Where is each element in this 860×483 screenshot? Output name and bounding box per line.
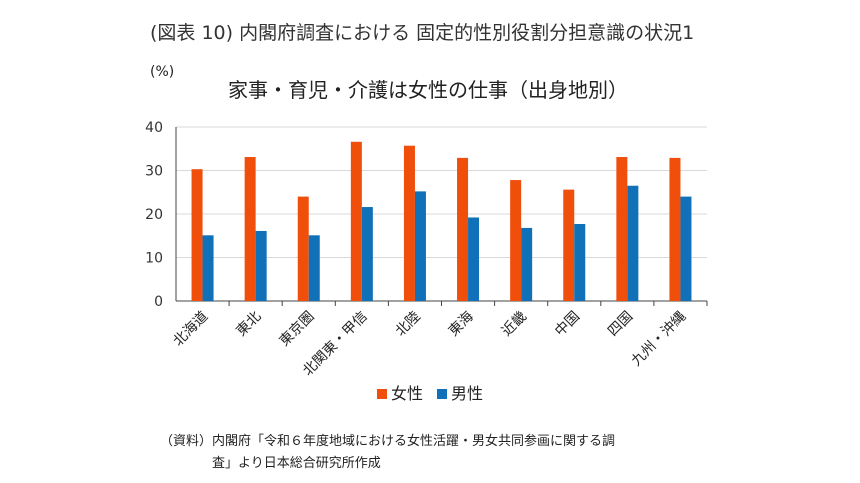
y-tick-label: 40 bbox=[145, 120, 163, 136]
bar-female bbox=[563, 189, 575, 301]
x-tick-label: 北陸 bbox=[393, 309, 424, 340]
legend-swatch-male bbox=[437, 389, 448, 399]
legend-item-female: 女性 bbox=[377, 380, 423, 404]
bar-male bbox=[521, 227, 533, 301]
x-tick-label: 北海道 bbox=[170, 309, 211, 350]
bar-female bbox=[350, 141, 362, 301]
legend-item-male: 男性 bbox=[437, 380, 483, 404]
bar-male bbox=[308, 235, 320, 301]
bar-male bbox=[202, 235, 214, 301]
bar-female bbox=[244, 157, 256, 301]
bar-female bbox=[457, 157, 469, 301]
y-axis-unit: (%) bbox=[150, 64, 175, 80]
chart-title: 家事・育児・介護は女性の仕事（出身地別） bbox=[228, 78, 628, 102]
y-tick-label: 10 bbox=[145, 251, 163, 267]
bar-male bbox=[414, 191, 426, 301]
x-tick-label: 近畿 bbox=[499, 309, 530, 340]
bar-male bbox=[361, 207, 373, 301]
y-tick-label: 30 bbox=[145, 164, 163, 180]
bar-male bbox=[574, 224, 586, 301]
x-tick-label: 東海 bbox=[446, 309, 477, 340]
bar-male bbox=[627, 185, 639, 301]
figure-title: (図表 10) 内閣府調査における 固定的性別役割分担意識の状況1 bbox=[150, 22, 695, 44]
bar-female bbox=[669, 157, 681, 301]
bar-male bbox=[255, 230, 267, 301]
source-note-line1: （資料）内閣府「令和６年度地域における女性活躍・男女共同参画に関する調 bbox=[160, 434, 616, 449]
bar-female bbox=[297, 196, 309, 301]
x-tick-label: 中国 bbox=[552, 309, 583, 340]
x-tick-label: 四国 bbox=[605, 309, 636, 340]
legend-label-female: 女性 bbox=[391, 384, 424, 403]
y-tick-label: 0 bbox=[154, 294, 163, 310]
bar-female bbox=[510, 180, 522, 301]
legend-label-male: 男性 bbox=[451, 384, 484, 403]
legend-swatch-female bbox=[377, 389, 387, 399]
x-tick-label: 九州・沖縄 bbox=[628, 309, 689, 370]
bar-female bbox=[191, 169, 203, 301]
y-tick-label: 20 bbox=[145, 207, 163, 223]
x-tick-label: 東京圏 bbox=[277, 309, 318, 350]
bar-male bbox=[468, 217, 480, 301]
x-tick-label: 東北 bbox=[233, 309, 264, 340]
source-note-line2: 査」より日本総合研究所作成 bbox=[212, 456, 381, 471]
bar-female bbox=[616, 157, 628, 301]
legend: 女性 男性 bbox=[377, 380, 483, 404]
bar-male bbox=[680, 196, 692, 301]
bar-female bbox=[403, 145, 415, 301]
